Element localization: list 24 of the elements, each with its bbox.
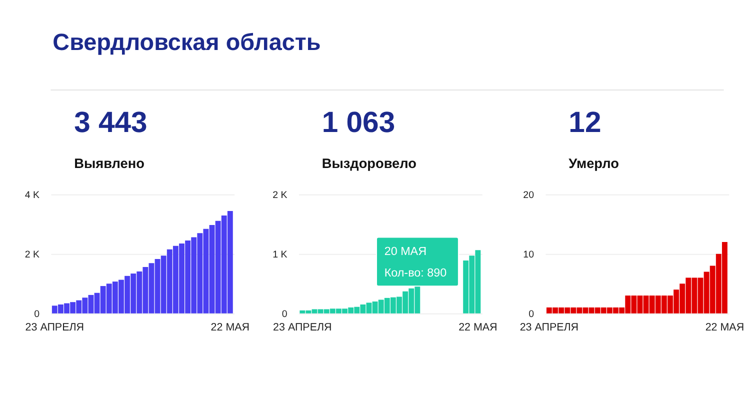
x-tick-label: 23 АПРЕЛЯ <box>520 321 579 334</box>
y-tick-label: 20 <box>523 190 535 201</box>
y-tick-label: 0 <box>282 308 288 320</box>
x-tick-label: 22 МАЯ <box>705 321 744 334</box>
x-tick-label: 23 АПРЕЛЯ <box>25 321 84 334</box>
y-tick-label: 2 K <box>24 249 40 260</box>
chart-subtitle: Выявлено <box>74 156 144 172</box>
y-tick-label: 4 K <box>24 190 40 201</box>
annotation: Кол-во: 890 <box>384 266 448 280</box>
x-tick-label: 23 АПРЕЛЯ <box>273 321 332 334</box>
y-tick-label: 1 K <box>272 249 288 260</box>
chart-subtitle: Умерло <box>568 156 619 172</box>
chart-subtitle: Выздоровело <box>322 156 416 172</box>
text: Свердловская область <box>52 29 321 56</box>
chart-title: 3 443 <box>74 106 148 139</box>
y-tick-label: 0 <box>528 308 535 320</box>
x-tick-label: 22 МАЯ <box>458 321 498 334</box>
chart-title: 1 063 <box>322 106 396 139</box>
y-tick-label: 2 K <box>272 190 288 201</box>
annotation: 20 МАЯ <box>384 244 427 258</box>
y-tick-label: 0 <box>34 308 40 320</box>
chart-title: 12 <box>568 106 602 139</box>
x-tick-label: 22 МАЯ <box>210 321 250 334</box>
y-tick-label: 10 <box>523 249 535 260</box>
